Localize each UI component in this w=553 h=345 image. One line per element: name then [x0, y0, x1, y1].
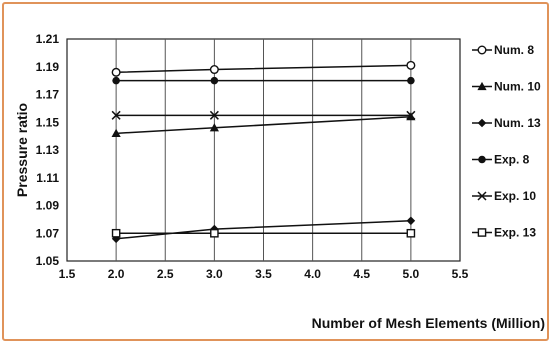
y-tick-label: 1.11 [36, 171, 59, 185]
legend-item: Num. 8 [472, 43, 534, 57]
data-point [209, 110, 219, 120]
y-tick-label: 1.21 [36, 32, 60, 46]
y-axis-label: Pressure ratio [14, 103, 30, 197]
x-tick-label: 1.5 [59, 267, 76, 281]
y-tick-label: 1.19 [36, 60, 60, 74]
legend-item: Exp. 8 [472, 153, 530, 167]
legend-label: Exp. 10 [494, 189, 536, 203]
data-point [406, 228, 416, 238]
data-point [209, 65, 219, 75]
x-tick-label: 3.5 [255, 267, 272, 281]
gridlines [115, 39, 412, 261]
series-num-8 [111, 60, 416, 77]
series-layer [111, 60, 416, 244]
legend-marker [477, 45, 487, 55]
data-point [210, 76, 219, 85]
x-tick-label: 4.5 [353, 267, 370, 281]
y-tick-labels: 1.05 1.07 1.09 1.11 1.13 1.15 1.17 1.19 1.21 [36, 32, 60, 268]
data-point [111, 67, 121, 77]
legend-label: Num. 10 [494, 80, 541, 94]
data-point [406, 60, 416, 70]
data-point [111, 234, 121, 244]
legend-marker [477, 191, 487, 201]
x-tick-label: 3.0 [206, 267, 223, 281]
x-tick-label: 2.5 [157, 267, 174, 281]
legend-marker [478, 155, 486, 164]
y-tick-label: 1.07 [36, 226, 60, 240]
data-point [210, 228, 219, 238]
y-tick-label: 1.13 [36, 143, 60, 157]
legend-marker [477, 81, 487, 91]
data-point [407, 76, 415, 85]
legend-item: Exp. 10 [472, 189, 536, 203]
data-point [112, 76, 120, 85]
y-tick-label: 1.05 [36, 254, 60, 268]
x-tick-label: 5.5 [452, 267, 469, 281]
x-tick-label: 5.0 [403, 267, 420, 281]
legend-label: Num. 13 [494, 116, 541, 130]
x-tick-label: 2.0 [108, 267, 125, 281]
legend-marker [477, 118, 487, 128]
legend-label: Exp. 13 [494, 226, 536, 240]
x-axis-label: Number of Mesh Elements (Million) [312, 315, 545, 331]
x-tick-labels: 1.5 2.0 2.5 3.0 3.5 4.0 4.5 5.0 5.5 [59, 267, 469, 281]
legend-item: Exp. 13 [472, 226, 536, 240]
data-point [406, 216, 416, 226]
y-tick-label: 1.15 [36, 115, 60, 129]
series-exp-8 [112, 76, 415, 85]
legend-label: Exp. 8 [494, 153, 530, 167]
series-exp-10 [111, 110, 416, 120]
series-exp-13 [111, 228, 416, 238]
legend-item: Num. 10 [472, 80, 541, 94]
data-point [111, 110, 121, 120]
y-tick-label: 1.09 [36, 199, 60, 213]
data-point [111, 228, 121, 238]
legend-marker [477, 228, 487, 237]
legend-item: Num. 13 [472, 116, 541, 130]
data-point [111, 128, 121, 137]
y-tick-label: 1.17 [36, 88, 60, 102]
legend: Num. 8 Num. 10 Num. 13 Exp. 8 Exp. 10 Exp. 13 [472, 43, 541, 240]
data-point [209, 123, 219, 132]
x-tick-label: 4.0 [304, 267, 321, 281]
data-point [406, 110, 416, 120]
legend-label: Num. 8 [494, 43, 534, 57]
